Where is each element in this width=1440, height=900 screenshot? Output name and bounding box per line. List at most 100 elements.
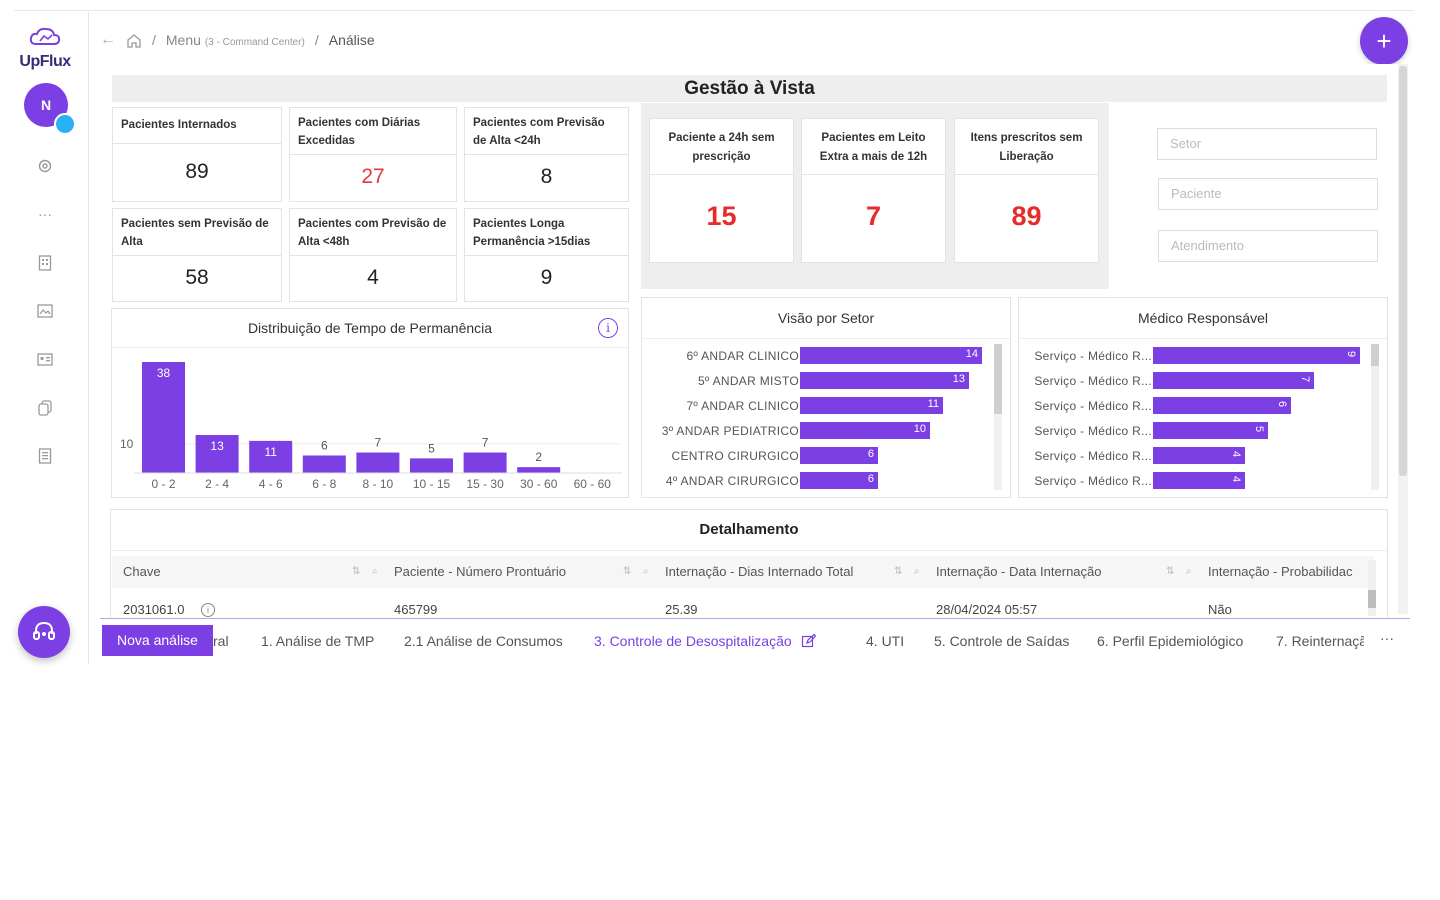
edit-icon[interactable]: [801, 633, 817, 654]
bar[interactable]: 5: [1153, 422, 1268, 439]
bar[interactable]: 13: [800, 372, 969, 389]
breadcrumb-separator: /: [314, 32, 319, 48]
info-icon[interactable]: i: [598, 318, 618, 338]
dashboard-title: Gestão à Vista: [112, 75, 1387, 102]
bar-value-label: 6: [867, 473, 874, 485]
tab-reinternacao[interactable]: 7. Reinternaçã: [1276, 633, 1364, 649]
search-icon[interactable]: ⌕: [643, 566, 649, 577]
bar[interactable]: 6: [800, 472, 878, 489]
chart-title: Médico Responsável: [1019, 298, 1387, 339]
tab-analise-consumos[interactable]: 2.1 Análise de Consumos: [404, 633, 563, 649]
breadcrumb-menu-sub: (3 - Command Center): [204, 37, 305, 48]
bar[interactable]: 6: [800, 447, 878, 464]
bar: [356, 452, 400, 473]
medico-chart-scrollbar[interactable]: [1371, 344, 1379, 490]
kpi-card[interactable]: Pacientes com Previsão de Alta <48h 4: [289, 208, 457, 302]
bar-value-label: 4: [1229, 450, 1242, 458]
kpi-card[interactable]: Pacientes Internados 89: [112, 107, 282, 202]
bar[interactable]: 4: [1153, 447, 1245, 464]
atendimento-filter-input[interactable]: Atendimento: [1158, 230, 1378, 262]
detail-scrollbar[interactable]: [1368, 560, 1376, 616]
kpi-card[interactable]: Pacientes sem Previsão de Alta 58: [112, 208, 282, 302]
bar[interactable]: 10: [800, 422, 930, 439]
bar-value-label: 6: [867, 448, 874, 460]
highlight-kpi-label: Paciente a 24h sem prescrição: [650, 119, 793, 175]
sheet-tabs-bar: [100, 618, 1410, 664]
kpi-card[interactable]: Pacientes Longa Permanência >15dias 9: [464, 208, 629, 302]
home-icon[interactable]: [126, 33, 142, 48]
breadcrumb-menu[interactable]: Menu (3 - Command Center): [165, 32, 305, 48]
bar[interactable]: 14: [800, 347, 982, 364]
chart-title: Distribuição de Tempo de Permanência: [112, 309, 628, 348]
bar[interactable]: 7: [1153, 372, 1314, 389]
column-header[interactable]: Chave: [123, 564, 161, 579]
back-arrow-icon[interactable]: ←: [100, 31, 116, 48]
bar-value-label: 4: [1229, 475, 1242, 483]
detail-scrollbar-thumb[interactable]: [1368, 590, 1376, 608]
tabs-top-border: [100, 618, 1410, 619]
setor-chart-scrollbar[interactable]: [994, 344, 1002, 490]
column-header[interactable]: Internação - Dias Internado Total: [665, 564, 854, 579]
kpi-card[interactable]: Pacientes com Previsão de Alta <24h 8: [464, 107, 629, 202]
bar-value-label: 38: [157, 366, 171, 380]
tabs-more-button[interactable]: ···: [1380, 630, 1394, 646]
tab-uti[interactable]: 4. UTI: [866, 633, 905, 649]
new-analysis-button[interactable]: Nova análise: [102, 625, 213, 656]
kpi-card[interactable]: Pacientes com Diárias Excedidas 27: [289, 107, 457, 202]
plus-icon: +: [1376, 25, 1392, 56]
bar[interactable]: 4: [1153, 472, 1245, 489]
table-cell: 28/04/2024 05:57: [936, 602, 1038, 617]
headset-icon: [33, 621, 55, 640]
panel-scrollbar[interactable]: [1398, 64, 1408, 614]
medico-chart-scrollbar-thumb[interactable]: [1371, 344, 1379, 366]
detail-header-row: [112, 556, 1374, 588]
tab-partial[interactable]: ral: [213, 633, 229, 649]
bar: [302, 455, 346, 473]
search-icon[interactable]: ⌕: [1186, 566, 1192, 577]
highlight-kpi-card[interactable]: Itens prescritos sem Liberação 89: [954, 118, 1099, 263]
tab-controle-saidas[interactable]: 5. Controle de Saídas: [934, 633, 1070, 649]
panel-scrollbar-thumb[interactable]: [1399, 66, 1407, 476]
highlight-kpi-card[interactable]: Paciente a 24h sem prescrição 15: [649, 118, 794, 263]
app-logo[interactable]: UpFlux: [14, 26, 76, 71]
sort-icon[interactable]: ⇅: [1166, 566, 1175, 577]
image-gallery-icon[interactable]: [34, 300, 56, 322]
setor-filter-input[interactable]: Setor: [1157, 128, 1377, 160]
setor-chart-card: Visão por Setor 6º ANDAR CLINICO 14 5º AND…: [641, 297, 1011, 498]
search-icon[interactable]: ⌕: [372, 566, 378, 577]
tab-perfil-epidemiologico[interactable]: 6. Perfil Epidemiológico: [1097, 633, 1244, 649]
highlight-kpi-value: 15: [706, 201, 737, 231]
bar-value-label: 9: [1344, 350, 1357, 358]
x-tick-label: 6 - 8: [312, 477, 336, 491]
column-header[interactable]: Internação - Data Internação: [936, 564, 1102, 579]
search-icon[interactable]: ⌕: [914, 566, 920, 577]
building-icon[interactable]: [34, 252, 56, 274]
settings-gear-icon[interactable]: [34, 155, 56, 177]
sort-icon[interactable]: ⇅: [623, 566, 632, 577]
add-button[interactable]: +: [1360, 17, 1408, 65]
document-list-icon[interactable]: [34, 445, 56, 467]
category-label: 7º ANDAR CLINICO: [686, 399, 799, 413]
bar[interactable]: 11: [800, 397, 943, 414]
more-horizontal-icon[interactable]: ···: [38, 206, 52, 222]
bar-value-label: 6: [1275, 400, 1288, 408]
paciente-filter-input[interactable]: Paciente: [1158, 178, 1378, 210]
highlight-kpi-card[interactable]: Pacientes em Leito Extra a mais de 12h 7: [801, 118, 946, 263]
setor-chart-scrollbar-thumb[interactable]: [994, 344, 1002, 414]
tab-controle-desospitalizacao[interactable]: 3. Controle de Desospitalização: [594, 633, 792, 649]
column-header[interactable]: Internação - Probabilidac: [1208, 564, 1353, 579]
id-card-icon[interactable]: [34, 348, 56, 370]
copy-icon[interactable]: [34, 397, 56, 419]
tab-analise-tmp[interactable]: 1. Análise de TMP: [261, 633, 375, 649]
info-icon[interactable]: i: [201, 603, 215, 617]
highlight-kpi-value: 89: [1011, 201, 1042, 231]
sort-icon[interactable]: ⇅: [352, 566, 361, 577]
bar[interactable]: 9: [1153, 347, 1360, 364]
column-header[interactable]: Paciente - Número Prontuário: [394, 564, 566, 579]
sort-icon[interactable]: ⇅: [894, 566, 903, 577]
bar-value-label: 11: [264, 445, 277, 459]
avatar-status-badge: [54, 113, 76, 135]
x-tick-label: 30 - 60: [520, 477, 558, 491]
bar[interactable]: 6: [1153, 397, 1291, 414]
support-headset-button[interactable]: [18, 606, 70, 658]
